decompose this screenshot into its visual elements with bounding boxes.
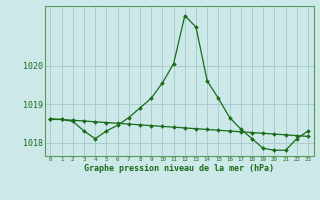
X-axis label: Graphe pression niveau de la mer (hPa): Graphe pression niveau de la mer (hPa) bbox=[84, 164, 274, 173]
